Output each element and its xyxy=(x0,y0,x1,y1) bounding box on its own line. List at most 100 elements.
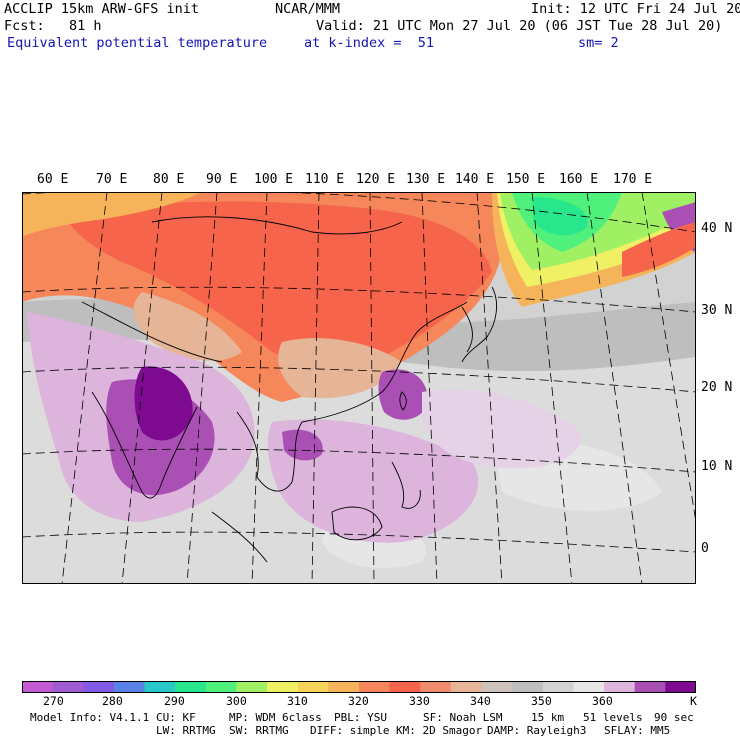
colorbar-units: K xyxy=(690,694,697,708)
colorbar-swatch xyxy=(205,681,237,693)
colorbar-label-360: 360 xyxy=(592,694,613,708)
colorbar-label-270: 270 xyxy=(43,694,64,708)
colorbar-label-310: 310 xyxy=(287,694,308,708)
colorbar-swatch xyxy=(604,681,636,693)
lat-label-30n: 30 N xyxy=(701,303,733,318)
coastline-philippines xyxy=(391,461,421,509)
lon-label-160e: 160 E xyxy=(559,172,599,187)
gridline-160e xyxy=(586,192,643,584)
footer-lw: LW: RRTMG xyxy=(156,724,216,737)
level-index: at k-index = 51 xyxy=(304,35,435,51)
footer-pbl: PBL: YSU xyxy=(334,711,387,724)
colorbar-frame xyxy=(22,681,696,693)
footer-damp: DAMP: Rayleigh3 xyxy=(487,724,587,737)
field-teal-core xyxy=(532,197,588,236)
colorbar-swatch xyxy=(175,681,207,693)
coastline-sumatra xyxy=(211,511,268,563)
colorbar-swatch xyxy=(665,681,696,693)
colorbar-swatch xyxy=(83,681,115,693)
footer-model-info: Model Info: V4.1.1 xyxy=(30,711,150,724)
forecast-hour: Fcst: 81 h xyxy=(4,18,102,34)
field-purple-philsea xyxy=(378,369,428,420)
field-lavender-wpac xyxy=(422,389,582,469)
colorbar-swatch xyxy=(542,681,574,693)
coastline-korea xyxy=(461,306,473,353)
gridline-120e xyxy=(369,192,375,584)
lon-label-60e: 60 E xyxy=(37,172,69,187)
lon-label-100e: 100 E xyxy=(254,172,294,187)
gridline-90e xyxy=(186,192,218,584)
init-time: Init: 12 UTC Fri 24 Jul 20 xyxy=(531,1,740,17)
footer-cu: CU: KF xyxy=(156,711,196,724)
lon-label-120e: 120 E xyxy=(356,172,396,187)
footer-sw: SW: RRTMG xyxy=(229,724,289,737)
gridline-10n xyxy=(22,448,696,473)
colorbar-swatch xyxy=(52,681,84,693)
coastline-japan xyxy=(461,286,498,363)
colorbar-label-320: 320 xyxy=(348,694,369,708)
lon-label-70e: 70 E xyxy=(96,172,128,187)
gridline-130e xyxy=(421,192,438,584)
colorbar-label-340: 340 xyxy=(470,694,491,708)
field-salmon-tibet xyxy=(133,292,242,361)
border-himalaya xyxy=(81,301,223,363)
lon-label-110e: 110 E xyxy=(305,172,345,187)
colorbar-swatch xyxy=(22,681,54,693)
lon-label-90e: 90 E xyxy=(206,172,238,187)
colorbar-label-280: 280 xyxy=(102,694,123,708)
coastline-indochina xyxy=(236,411,303,492)
footer-mp: MP: WDM 6class xyxy=(229,711,322,724)
field-purple-scs xyxy=(282,429,323,461)
footer-sf: SF: Noah LSM xyxy=(423,711,503,724)
field-name: Equivalent potential temperature xyxy=(7,35,268,51)
colorbar-label-350: 350 xyxy=(531,694,552,708)
colorbar-swatch xyxy=(420,681,452,693)
footer-km: KM: 2D Smagor xyxy=(396,724,483,737)
colorbar-swatch xyxy=(236,681,268,693)
valid-time: Valid: 21 UTC Mon 27 Jul 20 (06 JST Tue … xyxy=(316,18,723,34)
colorbar-label-290: 290 xyxy=(164,694,185,708)
colorbar xyxy=(22,681,696,693)
gridline-80e xyxy=(121,192,163,584)
smoothing-label: sm= 2 xyxy=(578,35,619,51)
theta-e-map xyxy=(22,192,696,584)
footer-resolution: 15 km xyxy=(531,711,565,724)
center-name: NCAR/MMM xyxy=(275,1,341,17)
gridline-20n xyxy=(22,366,696,393)
colorbar-swatch xyxy=(267,681,299,693)
gridline-100e xyxy=(251,192,268,584)
lon-label-130e: 130 E xyxy=(406,172,446,187)
field-deep-purple-bay xyxy=(134,366,193,441)
lat-label-0: 0 xyxy=(701,541,709,556)
colorbar-label-330: 330 xyxy=(409,694,430,708)
field-yellow-north xyxy=(22,192,202,237)
gridline-140e xyxy=(476,192,503,584)
colorbar-swatch xyxy=(144,681,176,693)
colorbar-swatch xyxy=(512,681,544,693)
colorbar-swatch xyxy=(297,681,329,693)
lat-label-10n: 10 N xyxy=(701,459,733,474)
colorbar-swatch xyxy=(450,681,483,693)
field-red-core xyxy=(62,201,492,368)
colorbar-swatch xyxy=(481,681,513,693)
lat-label-40n: 40 N xyxy=(701,221,733,236)
lat-label-20n: 20 N xyxy=(701,380,733,395)
gridline-0 xyxy=(22,531,696,553)
lon-label-140e: 140 E xyxy=(455,172,495,187)
gridline-150e xyxy=(531,192,573,584)
footer-sflay: SFLAY: MM5 xyxy=(604,724,671,737)
coastline-borneo xyxy=(331,506,383,541)
gridline-70e xyxy=(61,192,108,584)
gridline-30n xyxy=(22,286,696,313)
colorbar-label-300: 300 xyxy=(226,694,247,708)
gridline-40n xyxy=(22,192,696,233)
coastline-china xyxy=(301,301,468,423)
colorbar-swatch xyxy=(634,681,666,693)
coastline-taiwan xyxy=(399,391,407,411)
footer-timestep: 90 sec xyxy=(654,711,694,724)
model-title: ACCLIP 15km ARW-GFS init xyxy=(4,1,200,17)
footer-diff: DIFF: simple xyxy=(310,724,390,737)
colorbar-swatch xyxy=(573,681,605,693)
lon-label-150e: 150 E xyxy=(506,172,546,187)
colorbar-swatch xyxy=(328,681,360,693)
